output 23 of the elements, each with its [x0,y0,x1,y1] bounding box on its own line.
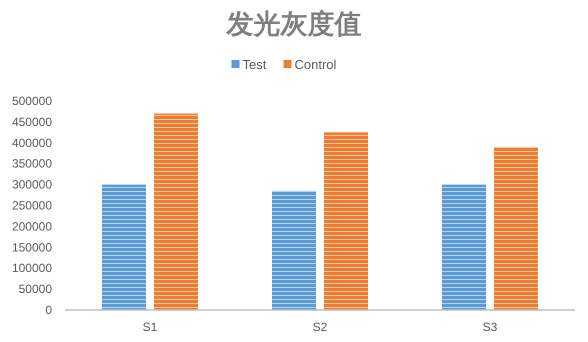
bar [442,184,486,310]
x-tick-label: S1 [142,320,158,334]
legend-label: Control [294,57,337,72]
y-tick-label: 400000 [12,136,52,150]
y-tick-label: 50000 [18,282,52,296]
bar [494,146,538,310]
bar [154,114,198,310]
y-tick-label: 450000 [12,114,52,129]
x-tick-label: S3 [482,320,498,334]
y-tick-label: 0 [45,303,52,317]
chart-title: 发光灰度值 [226,9,362,39]
y-tick-label: 100000 [12,261,52,276]
bar [102,184,146,310]
y-tick-label: 500000 [12,94,52,108]
y-tick-label: 350000 [12,156,52,171]
legend-label: Test [242,57,267,72]
y-tick-label: 150000 [12,240,52,254]
y-tick-label: 250000 [12,198,52,212]
bar [272,190,316,310]
bar [324,132,368,310]
y-tick-label: 300000 [12,178,52,192]
y-tick-label: 200000 [12,219,52,234]
x-tick-label: S2 [312,320,328,334]
